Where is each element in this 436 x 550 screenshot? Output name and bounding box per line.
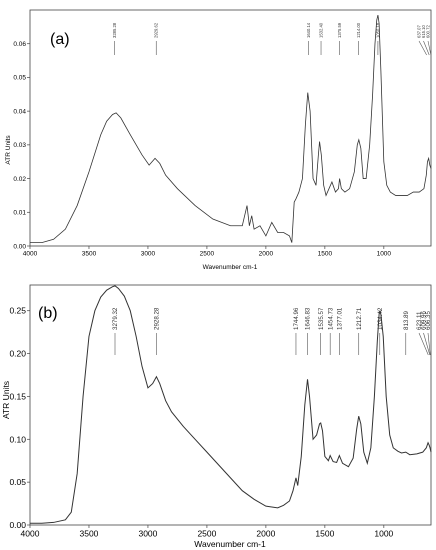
panel-b-peak-label: 1646.83 xyxy=(305,307,312,330)
panel-b-peak-marker xyxy=(423,332,431,356)
panel-a-peak-label: 1050.18 xyxy=(375,22,380,38)
panel-b-x-tick-label: 3000 xyxy=(138,529,157,539)
panel-a-x-tick-label: 2000 xyxy=(259,251,274,258)
panel-b-y-tick-label: 0.15 xyxy=(9,391,26,401)
panel-b-peak-label: 1744.96 xyxy=(293,307,300,330)
panel-b-x-tick-label: 1000 xyxy=(374,529,393,539)
panel-b-y-tick-label: 0.05 xyxy=(9,477,26,487)
panel-a-peak-label: 637.07 xyxy=(416,25,421,38)
panel-a-y-tick-label: 0.02 xyxy=(13,176,26,183)
panel-a-x-tick-label: 4000 xyxy=(23,251,38,258)
panel-b-peak-label: 3279.32 xyxy=(112,307,119,330)
panel-b-peak-marker xyxy=(427,332,431,356)
panel-b-plot-frame xyxy=(29,284,432,526)
panel-a-x-tick-label: 3500 xyxy=(82,251,97,258)
panel-a-peak-label: 615.10 xyxy=(421,25,426,38)
panel-b-spectrum-line xyxy=(30,285,432,524)
panel-a-x-tick-label: 3000 xyxy=(141,251,156,258)
panel-b-y-tick-label: 0.00 xyxy=(9,520,26,530)
panel-a-ylabel: ATR Units xyxy=(5,135,12,165)
panel-b-peak-label: 623.11 xyxy=(416,311,423,330)
panel-b-x-tick-label: 2500 xyxy=(197,529,216,539)
panel-b-x-tick-label: 2000 xyxy=(256,529,275,539)
panel-a-label: (a) xyxy=(50,31,70,48)
panel-b-peak-label: 1377.01 xyxy=(337,307,344,330)
panel-b-peak-label: 813.89 xyxy=(403,311,410,330)
panel-b-peak-label: 2928.28 xyxy=(154,307,161,330)
panel-a-peak-marker xyxy=(418,40,427,56)
panel-a-y-tick-label: 0.05 xyxy=(13,75,26,82)
panel-a-peak-label: 1640.14 xyxy=(306,22,311,38)
panel-a-peak-label: 1375.59 xyxy=(337,22,342,38)
panel-a-y-tick-label: 0.04 xyxy=(13,108,26,115)
panel-b: (b) ATR Units Wavenumber cm-1 4000 3500 30… xyxy=(1,284,432,549)
panel-b-peak-marker xyxy=(418,332,429,356)
panel-a-peak-label: 600.72 xyxy=(425,25,430,38)
panel-a-y-tick-label: 0.00 xyxy=(13,243,26,250)
panel-a-peak-label: 1214.00 xyxy=(356,22,361,38)
panel-b-x-tick-label: 1500 xyxy=(315,529,334,539)
panel-a-y-tick-label: 0.06 xyxy=(13,41,26,48)
panel-b-y-tick-label: 0.10 xyxy=(9,434,26,444)
panel-b-peak-label: 1454.73 xyxy=(327,307,334,330)
panel-a-y-tick-label: 0.03 xyxy=(13,142,26,149)
panel-b-peak-label: 606.35 xyxy=(425,311,432,330)
panel-a-peak-label: 2929.62 xyxy=(154,22,159,38)
panel-b-y-tick-label: 0.20 xyxy=(9,349,26,359)
panel-b-peak-label: 609.96 xyxy=(421,311,428,330)
panel-a-y-tick-label: 0.01 xyxy=(13,210,26,217)
panel-b-ylabel: ATR Units xyxy=(1,381,11,419)
panel-a-peak-label: 3285.28 xyxy=(112,22,117,38)
panel-b-peak-label: 1535.57 xyxy=(318,307,325,330)
panel-a-peak-marker xyxy=(427,40,432,56)
panel-b-xlabel: Wavenumber cm-1 xyxy=(194,539,266,549)
panel-a-x-tick-label: 2500 xyxy=(200,251,215,258)
panel-b-x-tick-label: 3500 xyxy=(80,529,99,539)
panel-b-y-tick-label: 0.25 xyxy=(9,306,26,316)
panel-a-x-tick-label: 1500 xyxy=(318,251,333,258)
panel-b-x-tick-label: 4000 xyxy=(21,529,40,539)
panel-a-plot-frame xyxy=(29,9,432,247)
panel-b-label: (b) xyxy=(38,305,58,322)
panel-a-xlabel: Wavenumber cm-1 xyxy=(203,264,258,271)
panel-a: (a) ATR Units Wavenumber cm-1 4000 3500 30… xyxy=(5,9,432,271)
panel-b-peak-label: 1034.42 xyxy=(377,307,384,330)
panel-a-spectrum-line xyxy=(30,14,432,244)
panel-b-peak-label: 1212.71 xyxy=(356,307,363,330)
panel-a-x-tick-label: 1000 xyxy=(377,251,392,258)
panel-a-peak-label: 1532.40 xyxy=(319,22,324,38)
panel-a-peak-marker xyxy=(423,40,430,56)
